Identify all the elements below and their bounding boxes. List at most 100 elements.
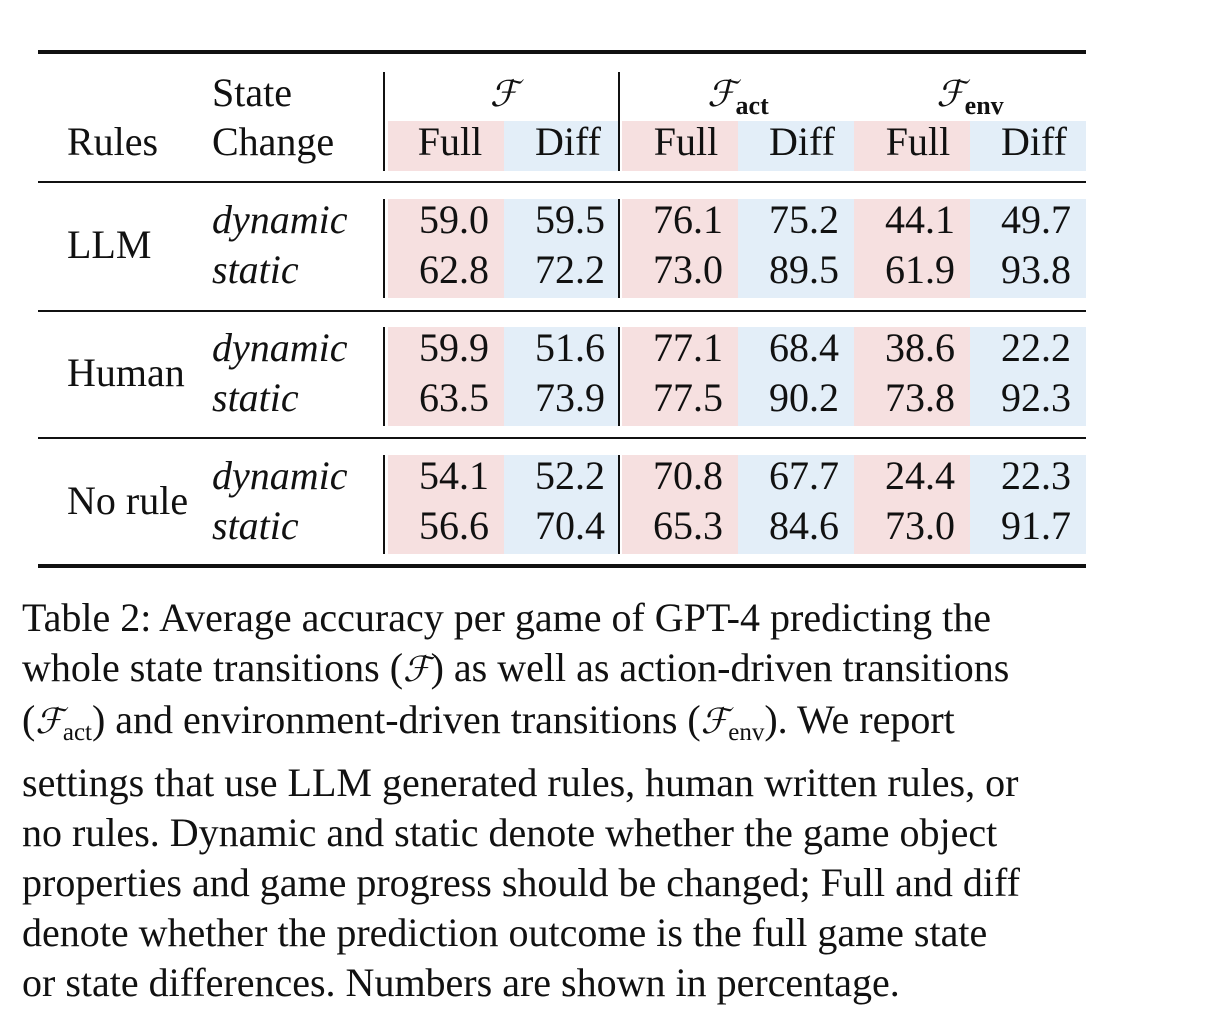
caption-line: no rules. Dynamic and static denote whet… (22, 810, 998, 855)
section-rule-1 (38, 310, 1086, 312)
header-full-2: Full (653, 119, 719, 164)
table-cell: 61.9 (885, 247, 955, 292)
header-full-bg-1 (388, 121, 504, 171)
vsep-a-s1 (383, 199, 385, 298)
caption-line: (ℱact) and environment-driven transition… (22, 695, 1122, 758)
f-symbol: ℱ (707, 74, 736, 115)
header-full-bg-2 (622, 121, 738, 171)
caption-text: ) as well as action-driven transitions (430, 645, 1010, 690)
caption-line: whole state transitions (ℱ) as well as a… (22, 643, 1122, 695)
header-diff-1: Diff (535, 119, 601, 164)
table-cell: 73.8 (885, 375, 955, 420)
table-cell: 89.5 (769, 247, 839, 292)
table-cell: 51.6 (535, 325, 605, 370)
llm-diff-bg-3 (970, 199, 1086, 298)
table-cell: 22.3 (1001, 453, 1071, 498)
table-cell: 72.2 (535, 247, 605, 292)
caption-label: Table 2: (22, 595, 152, 640)
table-cell: 62.8 (419, 247, 489, 292)
table-cell: 73.9 (535, 375, 605, 420)
norule-full-bg-2 (622, 455, 738, 554)
llm-diff-bg-2 (738, 199, 854, 298)
norule-diff-bg-1 (504, 455, 620, 554)
caption-line: settings that use LLM generated rules, h… (22, 760, 1019, 805)
human-diff-bg-1 (504, 327, 620, 426)
caption-text: ( (22, 697, 36, 742)
header-diff-3: Diff (1001, 119, 1067, 164)
state-static: static (212, 375, 299, 420)
table-cell: 76.1 (653, 197, 723, 242)
caption-line: properties and game progress should be c… (22, 860, 1020, 905)
table-cell: 93.8 (1001, 247, 1071, 292)
table-cell: 67.7 (769, 453, 839, 498)
state-static: static (212, 503, 299, 548)
caption-line: Table 2: Average accuracy per game of GP… (22, 593, 1122, 643)
llm-full-bg-1 (388, 199, 504, 298)
caption-text: whole state transitions ( (22, 645, 404, 690)
header-full-1: Full (417, 119, 483, 164)
table-cell: 73.0 (885, 503, 955, 548)
state-dynamic: dynamic (212, 453, 348, 498)
vsep-a-s2 (383, 327, 385, 426)
vsep-b-header (618, 72, 620, 171)
vsep-b-s2 (618, 327, 620, 426)
f-subscript: act (735, 91, 769, 120)
human-diff-bg-3 (970, 327, 1086, 426)
state-static: static (212, 247, 299, 292)
table-cell: 44.1 (885, 197, 955, 242)
table-cell: 90.2 (769, 375, 839, 420)
f-symbol: ℱ (489, 74, 519, 115)
table-cell: 77.5 (653, 375, 723, 420)
section-rule-2 (38, 437, 1086, 439)
human-full-bg-1 (388, 327, 504, 426)
table-cell: 92.3 (1001, 375, 1071, 420)
caption-text: ) and environment-driven transitions ( (91, 697, 701, 742)
table-cell: 70.8 (653, 453, 723, 498)
human-full-bg-3 (854, 327, 970, 426)
vsep-a-s3 (383, 455, 385, 554)
header-state-line2: Change (212, 119, 335, 164)
header-full-bg-3 (854, 121, 970, 171)
caption-line: or state differences. Numbers are shown … (22, 960, 900, 1005)
f-subscript: act (62, 719, 92, 746)
table-cell: 54.1 (419, 453, 489, 498)
llm-full-bg-3 (854, 199, 970, 298)
table-cell: 49.7 (1001, 197, 1071, 242)
vsep-b-s1 (618, 199, 620, 298)
human-full-bg-2 (622, 327, 738, 426)
llm-full-bg-2 (622, 199, 738, 298)
f-subscript: env (964, 91, 1004, 120)
vsep-a-header (383, 72, 385, 171)
header-rule (38, 181, 1086, 183)
norule-full-bg-1 (388, 455, 504, 554)
table-cell: 52.2 (535, 453, 605, 498)
llm-diff-bg-1 (504, 199, 620, 298)
vsep-b-s3 (618, 455, 620, 554)
table-cell: 91.7 (1001, 503, 1071, 548)
header-full-3: Full (885, 119, 951, 164)
f-symbol: ℱ (35, 702, 63, 742)
table-caption: Table 2: Average accuracy per game of GP… (22, 593, 1122, 1008)
table-cell: 59.0 (419, 197, 489, 242)
caption-text: ). We report (764, 697, 955, 742)
table-cell: 59.5 (535, 197, 605, 242)
caption-line: denote whether the prediction outcome is… (22, 910, 988, 955)
header-diff-2: Diff (769, 119, 835, 164)
norule-full-bg-3 (854, 455, 970, 554)
rule-label-human: Human (67, 350, 185, 395)
table-cell: 56.6 (419, 503, 489, 548)
state-dynamic: dynamic (212, 197, 348, 242)
header-diff-bg-3 (970, 121, 1086, 171)
rule-label-llm: LLM (67, 222, 152, 267)
table-cell: 73.0 (653, 247, 723, 292)
header-state-line1: State (212, 70, 292, 115)
norule-diff-bg-2 (738, 455, 854, 554)
f-symbol: ℱ (936, 74, 965, 115)
table-cell: 68.4 (769, 325, 839, 370)
human-diff-bg-2 (738, 327, 854, 426)
state-dynamic: dynamic (212, 325, 348, 370)
table-cell: 77.1 (653, 325, 723, 370)
norule-diff-bg-3 (970, 455, 1086, 554)
table-cell: 24.4 (885, 453, 955, 498)
table-cell: 59.9 (419, 325, 489, 370)
